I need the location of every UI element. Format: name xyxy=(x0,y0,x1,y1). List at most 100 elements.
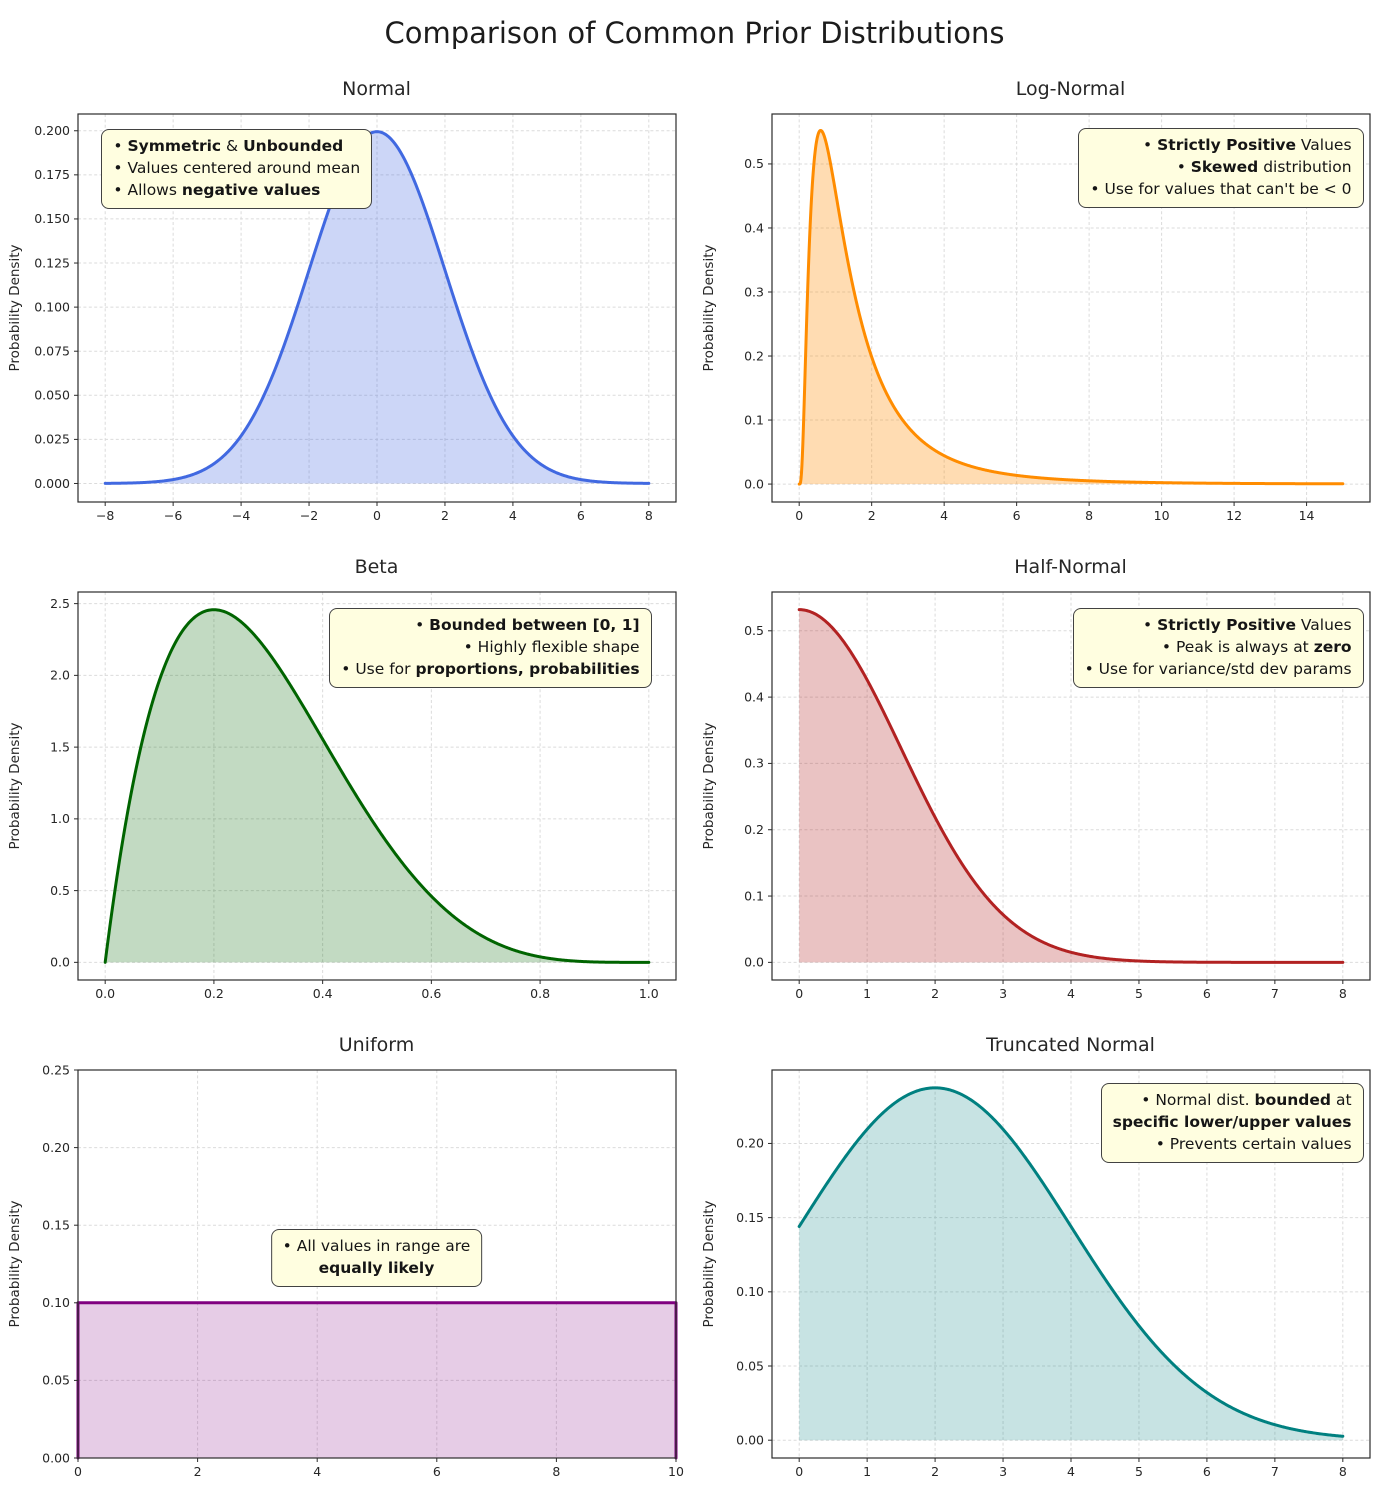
annotation-line: • Skewed distribution xyxy=(1090,156,1352,178)
annotation-line: • Symmetric & Unbounded xyxy=(113,135,360,157)
y-tick-label: 0.200 xyxy=(34,123,70,138)
y-tick-label: 0.125 xyxy=(34,255,70,270)
annotation-line: • Strictly Positive Values xyxy=(1085,614,1352,636)
subplot-title-uniform: Uniform xyxy=(338,1034,415,1056)
tick-labels: 0 2 4 6 8 10 12 14 0.0 0.1 0.2 0.3 0.4 0.5 xyxy=(744,156,1314,523)
gridlines xyxy=(771,592,1370,980)
subplot-beta: Beta 0.0 0.2 0.4 0.6 0.8 1.0 0.0 0.5 1.0 1.5 2.0 2.… xyxy=(1,544,695,1022)
annotation-text: • Use for values that can't be < 0 xyxy=(1090,179,1352,198)
annotation-text: negative values xyxy=(181,180,321,199)
y-tick-label: 0.3 xyxy=(744,756,764,771)
x-tick-label: 14 xyxy=(1298,508,1314,523)
y-tick-label: 0.025 xyxy=(34,432,70,447)
annotation-text: Bounded between [0, 1] xyxy=(429,615,640,634)
annotation-line: • Highly flexible shape xyxy=(341,636,640,658)
y-tick-label: 0.15 xyxy=(736,1210,764,1225)
annotation-text: Skewed xyxy=(1190,157,1259,176)
x-tick-label: 0.4 xyxy=(312,986,332,1001)
x-tick-label: 4 xyxy=(508,508,516,523)
x-tick-label: 12 xyxy=(1226,508,1242,523)
x-tick-label: 8 xyxy=(1338,986,1346,1001)
x-tick-label: 4 xyxy=(940,508,948,523)
y-tick-label: 0.5 xyxy=(744,623,764,638)
annotation-line: • Bounded between [0, 1] xyxy=(341,614,640,636)
annotation-text: • Highly flexible shape xyxy=(463,637,640,656)
annotation-text: Values xyxy=(1295,615,1352,634)
subplot-title-halfnormal: Half-Normal xyxy=(1014,556,1127,578)
axes-border xyxy=(770,113,1371,503)
y-tick-label: 0.4 xyxy=(744,689,764,704)
x-tick-label: 0 xyxy=(373,508,381,523)
density-fill xyxy=(798,1087,1343,1441)
density-fill xyxy=(798,609,1343,963)
subplot-title-beta: Beta xyxy=(354,556,399,578)
x-tick-label: 4 xyxy=(313,1464,321,1479)
y-axis-label: Probability Density xyxy=(701,245,717,372)
y-tick-label: 0.2 xyxy=(744,348,764,363)
y-tick-label: 0.0 xyxy=(744,955,764,970)
annotation-box: • Strictly Positive Values • Peak is alwa… xyxy=(1072,607,1364,688)
density-curve xyxy=(103,130,650,485)
y-tick-label: 2.5 xyxy=(50,596,70,611)
annotation-text: • xyxy=(1143,615,1158,634)
x-tick-label: 6 xyxy=(1202,986,1210,1001)
tick-labels: 0 1 2 3 4 5 6 7 8 0.0 0.1 0.2 0.3 0.4 0.5 xyxy=(744,623,1347,1001)
y-tick-label: 0.25 xyxy=(42,1062,70,1077)
y-tick-label: 0.175 xyxy=(34,167,70,182)
annotation-text: • xyxy=(1176,157,1191,176)
tick-labels: −8 −6 −4 −2 0 2 4 6 8 0.000 0.025 0.050 0.075 0.100 0.… xyxy=(34,123,653,523)
annotation-line: • All values in range are xyxy=(283,1235,471,1257)
annotation-line: specific lower/upper values xyxy=(1113,1111,1352,1133)
plot-halfnormal: 0 1 2 3 4 5 6 7 8 0.0 0.1 0.2 0.3 0.4 0.5 Probability D… xyxy=(700,582,1384,1014)
annotation-text: • Allows xyxy=(113,180,182,199)
annotation-box: • Normal dist. bounded at specific lower/… xyxy=(1100,1082,1364,1163)
x-tick-label: 6 xyxy=(1012,508,1020,523)
x-tick-label: 3 xyxy=(999,1464,1007,1479)
figure-title: Comparison of Common Prior Distributions xyxy=(384,16,1005,50)
y-tick-label: 0.00 xyxy=(736,1432,764,1447)
y-tick-label: 2.0 xyxy=(50,668,70,683)
y-tick-label: 0.050 xyxy=(34,388,70,403)
subplot-title-truncnormal: Truncated Normal xyxy=(986,1034,1155,1056)
density-curve xyxy=(797,1086,1344,1438)
y-tick-label: 0.000 xyxy=(34,476,70,491)
x-tick-label: 1.0 xyxy=(638,986,658,1001)
annotation-text: Values xyxy=(1295,135,1352,154)
x-tick-label: 2 xyxy=(931,986,939,1001)
y-tick-label: 1.5 xyxy=(50,739,70,754)
x-tick-label: 8 xyxy=(552,1464,560,1479)
y-tick-label: 0.20 xyxy=(42,1140,70,1155)
x-tick-label: 0 xyxy=(795,508,803,523)
x-tick-label: 7 xyxy=(1270,986,1278,1001)
y-axis-label: Probability Density xyxy=(7,1201,23,1328)
y-tick-label: 0.1 xyxy=(744,412,764,427)
annotation-text: • xyxy=(1143,135,1158,154)
chart-canvas: 0 2 4 6 8 10 0.00 0.05 0.10 0.15 0.20 0.25 Probabili… xyxy=(7,1062,684,1479)
annotation-box: • Strictly Positive Values • Skewed distr… xyxy=(1078,127,1364,208)
x-tick-label: 4 xyxy=(1067,1464,1075,1479)
plot-beta: 0.0 0.2 0.4 0.6 0.8 1.0 0.0 0.5 1.0 1.5 2.0 2.5 Prob… xyxy=(6,582,690,1014)
x-tick-label: 0 xyxy=(795,986,803,1001)
tick-labels: 0 1 2 3 4 5 6 7 8 0.00 0.05 0.10 0.15 0.20 xyxy=(736,1136,1347,1479)
x-tick-label: 0.2 xyxy=(203,986,223,1001)
subplot-halfnormal: Half-Normal 0 1 2 3 4 5 6 7 8 0.0 0.1 0.2 0.3 0.4 0.5 P… xyxy=(695,544,1389,1022)
x-tick-label: 0.0 xyxy=(95,986,115,1001)
y-tick-label: 0.0 xyxy=(50,955,70,970)
subplot-grid: Normal −8 −6 −4 −2 0 2 4 6 8 0.000 0.025 0.050 0.075… xyxy=(0,66,1389,1500)
y-tick-label: 0.10 xyxy=(736,1284,764,1299)
y-axis-label: Probability Density xyxy=(7,245,23,372)
annotation-box: • Symmetric & Unbounded • Values centered… xyxy=(101,128,373,209)
y-tick-label: 0.0 xyxy=(744,476,764,491)
density-fill xyxy=(104,131,649,484)
annotation-text: Strictly Positive xyxy=(1157,615,1296,634)
y-axis-label: Probability Density xyxy=(701,1201,717,1328)
axes-border xyxy=(76,1069,677,1459)
x-tick-label: −2 xyxy=(299,508,317,523)
y-tick-label: 0.20 xyxy=(736,1136,764,1151)
tick-labels: 0 2 4 6 8 10 0.00 0.05 0.10 0.15 0.20 0.25 xyxy=(42,1062,684,1479)
plot-truncnormal: 0 1 2 3 4 5 6 7 8 0.00 0.05 0.10 0.15 0.20 Probability… xyxy=(700,1060,1384,1492)
chart-canvas: −8 −6 −4 −2 0 2 4 6 8 0.000 0.025 0.050 0.075 0.100 0.… xyxy=(7,113,677,523)
density-curve xyxy=(103,608,650,964)
annotation-line: • Normal dist. bounded at xyxy=(1113,1089,1351,1111)
subplot-normal: Normal −8 −6 −4 −2 0 2 4 6 8 0.000 0.025 0.050 0.075… xyxy=(1,66,695,544)
